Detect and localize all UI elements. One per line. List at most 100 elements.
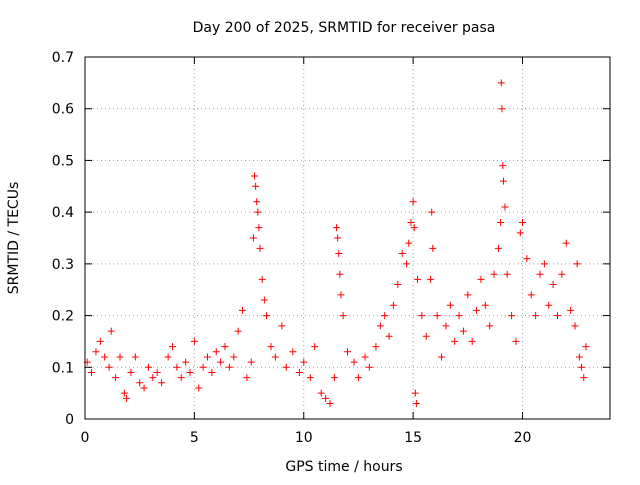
data-point [326,399,334,407]
data-point [311,343,319,351]
data-point [204,353,211,361]
data-points-layer [83,79,590,407]
data-point [153,368,161,376]
data-point [385,332,393,340]
data-point [101,353,109,361]
data-point [239,306,246,314]
data-point [571,322,579,330]
data-point [92,348,100,356]
data-point [306,374,314,382]
data-point [473,306,481,314]
data-point [523,255,531,263]
data-point [144,363,152,371]
data-point [582,343,590,351]
data-point [199,363,207,371]
data-point [254,208,262,216]
data-point [468,337,476,345]
data-point [451,337,459,345]
data-point [554,312,561,320]
data-point [127,368,135,376]
y-tick-label: 0.6 [52,102,74,118]
y-tick-label: 0.7 [52,50,74,66]
data-point [230,353,238,361]
data-point [501,203,509,211]
data-point [562,239,570,247]
data-point [372,343,380,351]
data-point [442,322,450,330]
data-point [263,312,271,320]
data-point [494,244,502,252]
y-tick-label: 0.2 [52,309,74,325]
data-point [499,177,507,185]
data-point [177,374,185,382]
data-point [253,198,261,206]
x-tick-label: 0 [81,430,90,446]
data-point [410,224,418,232]
data-point [208,368,216,376]
plot-frame [84,56,611,420]
data-point [540,260,548,268]
data-point [398,250,406,258]
chart-title: Day 200 of 2025, SRMTID for receiver pas… [193,20,496,36]
data-point [545,301,553,309]
data-point [409,198,417,206]
data-point [519,218,526,226]
data-point [389,301,397,309]
data-point [271,353,279,361]
data-point [136,379,144,387]
data-point [112,374,120,382]
data-point [186,368,194,376]
data-point [558,270,566,278]
data-point [116,353,124,361]
data-point [422,332,430,340]
ticks-layer [84,56,610,420]
data-point [149,374,157,382]
x-axis-label: GPS time / hours [285,459,402,475]
x-tick-label: 10 [295,430,313,446]
data-point [376,322,384,330]
data-point [300,358,308,366]
data-point [427,275,435,283]
data-point [131,353,139,361]
data-point [429,244,437,252]
data-point [289,348,297,356]
data-point [446,301,454,309]
data-point [140,384,148,392]
data-point [498,105,506,113]
data-point [381,312,389,320]
data-point [350,358,358,366]
tick-labels-layer: 0 0.1 0.2 0.3 0.4 0.5 0.6 0.7 0 5 10 15 20 [52,50,532,446]
data-point [333,224,341,232]
data-point [532,312,540,320]
x-tick-label: 20 [514,430,532,446]
data-point [365,363,373,371]
data-point [411,389,419,397]
data-point [221,343,229,351]
data-point [580,374,588,382]
data-point [575,353,583,361]
data-point [438,353,446,361]
data-point [549,281,557,289]
data-point [252,182,260,190]
data-point [497,218,505,226]
data-point [405,239,413,247]
data-point [516,229,524,237]
data-point [334,234,342,242]
y-axis-label: SRMTID / TECUs [6,182,22,295]
data-point [190,337,198,345]
data-point [508,312,516,320]
data-point [173,363,181,371]
data-point [260,296,268,304]
data-point [212,348,220,356]
data-point [339,312,347,320]
data-point [477,275,485,283]
data-point [481,301,489,309]
y-tick-label: 0.4 [52,205,74,221]
data-point [278,322,286,330]
data-point [344,348,351,356]
data-point [490,270,498,278]
data-point [282,363,290,371]
data-point [499,162,507,170]
data-point [96,337,104,345]
